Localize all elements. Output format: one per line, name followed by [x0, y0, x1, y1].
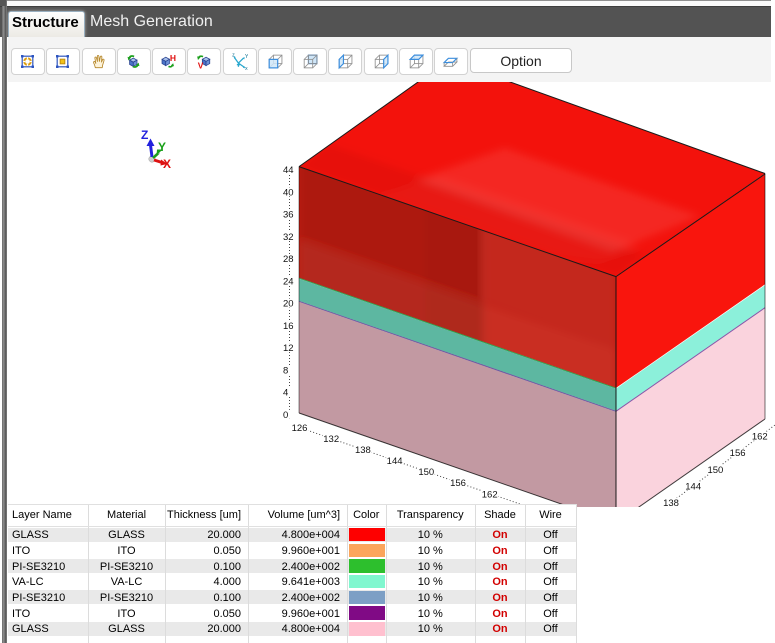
svg-text:32: 32 — [283, 232, 294, 243]
svg-text:40: 40 — [283, 187, 294, 198]
svg-text:Y: Y — [244, 54, 247, 60]
svg-text:16: 16 — [283, 321, 294, 332]
svg-text:156: 156 — [730, 448, 746, 459]
svg-text:132: 132 — [323, 434, 339, 445]
svg-text:4: 4 — [283, 388, 288, 399]
svg-text:20: 20 — [283, 299, 294, 310]
svg-text:z: z — [232, 53, 235, 59]
svg-text:X: X — [163, 157, 171, 171]
svg-text:156: 156 — [450, 478, 466, 489]
svg-text:144: 144 — [387, 456, 403, 467]
svg-text:H: H — [170, 53, 176, 63]
svg-text:x: x — [245, 66, 248, 70]
svg-text:162: 162 — [752, 432, 768, 443]
svg-text:36: 36 — [283, 210, 294, 221]
svg-text:Y: Y — [158, 140, 166, 154]
svg-text:Z: Z — [141, 128, 148, 142]
svg-text:150: 150 — [418, 467, 434, 478]
svg-text:138: 138 — [355, 445, 371, 456]
svg-text:144: 144 — [685, 481, 701, 492]
svg-text:150: 150 — [707, 465, 723, 476]
svg-text:V: V — [198, 61, 204, 70]
svg-text:0: 0 — [283, 410, 288, 421]
svg-text:8: 8 — [283, 365, 288, 376]
svg-text:44: 44 — [283, 165, 294, 176]
svg-text:138: 138 — [663, 498, 679, 509]
svg-text:12: 12 — [283, 343, 294, 354]
svg-text:28: 28 — [283, 254, 294, 265]
svg-text:162: 162 — [482, 489, 498, 500]
svg-text:126: 126 — [292, 423, 308, 434]
svg-text:24: 24 — [283, 276, 294, 287]
